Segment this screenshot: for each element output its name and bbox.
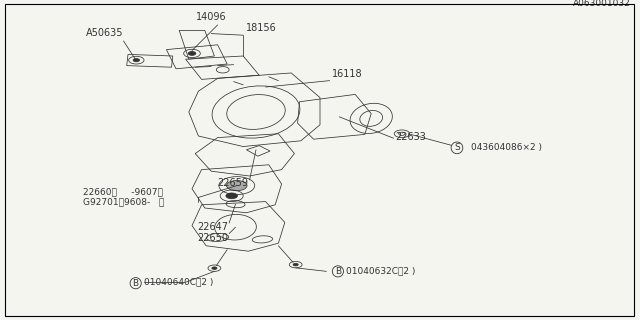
Text: 22650: 22650 xyxy=(197,233,228,243)
Circle shape xyxy=(212,267,217,269)
Text: S: S xyxy=(454,143,460,152)
Circle shape xyxy=(293,263,298,266)
Text: A063001032: A063001032 xyxy=(573,0,630,8)
Text: 043604086×2 ): 043604086×2 ) xyxy=(471,143,542,152)
Circle shape xyxy=(188,52,196,55)
Text: B: B xyxy=(335,267,341,276)
Text: 22660（     -9607）: 22660（ -9607） xyxy=(83,188,163,196)
Text: 01040632C（2 ): 01040632C（2 ) xyxy=(346,266,415,275)
Text: 01040640C（2 ): 01040640C（2 ) xyxy=(144,278,213,287)
Text: 22633: 22633 xyxy=(396,132,426,142)
Text: B: B xyxy=(132,279,139,288)
Text: 16118: 16118 xyxy=(332,69,362,79)
Text: G92701（9608-   ）: G92701（9608- ） xyxy=(83,197,164,206)
Circle shape xyxy=(227,180,247,191)
Text: 14096: 14096 xyxy=(196,12,227,22)
Text: 22659: 22659 xyxy=(218,178,248,188)
Circle shape xyxy=(226,193,237,199)
Text: 22647: 22647 xyxy=(197,222,228,232)
Circle shape xyxy=(133,59,140,62)
Text: 18156: 18156 xyxy=(246,23,277,33)
Text: A50635: A50635 xyxy=(86,28,124,38)
